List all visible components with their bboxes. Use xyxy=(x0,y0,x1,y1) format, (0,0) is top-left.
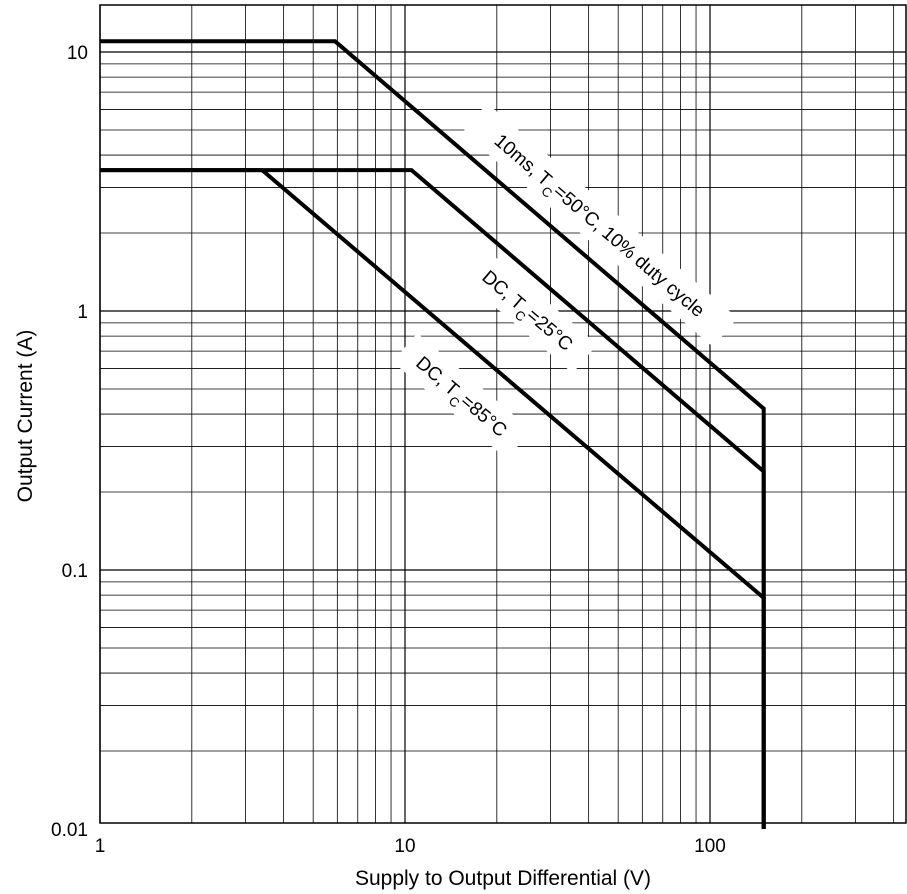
tick-labels: 1 10 100 0.01 0.1 1 10 xyxy=(51,43,726,857)
curve-label-dc85: DC, TC=85°C xyxy=(394,334,530,458)
y-tick-label: 0.01 xyxy=(51,820,88,841)
curve-label-text: DC, TC=25°C xyxy=(474,267,576,360)
grid-minor xyxy=(100,5,906,823)
curve-label-halo xyxy=(394,334,530,458)
y-tick-label: 0.1 xyxy=(62,561,88,582)
y-axis-title: Output Current (A) xyxy=(14,330,37,503)
y-tick-label: 10 xyxy=(67,43,88,64)
x-tick-label: 1 xyxy=(95,836,106,857)
plot-frame xyxy=(99,4,907,824)
series-line-dc85 xyxy=(100,168,766,829)
x-axis-title: Supply to Output Differential (V) xyxy=(355,867,651,890)
series-line-pulse xyxy=(100,39,766,829)
x-tick-label: 100 xyxy=(694,836,726,857)
y-tick-label: 1 xyxy=(77,302,88,323)
curve-label-halo xyxy=(460,248,596,372)
curve-label-halo xyxy=(463,104,737,346)
curves xyxy=(100,39,766,829)
x-tick-label: 10 xyxy=(394,836,415,857)
